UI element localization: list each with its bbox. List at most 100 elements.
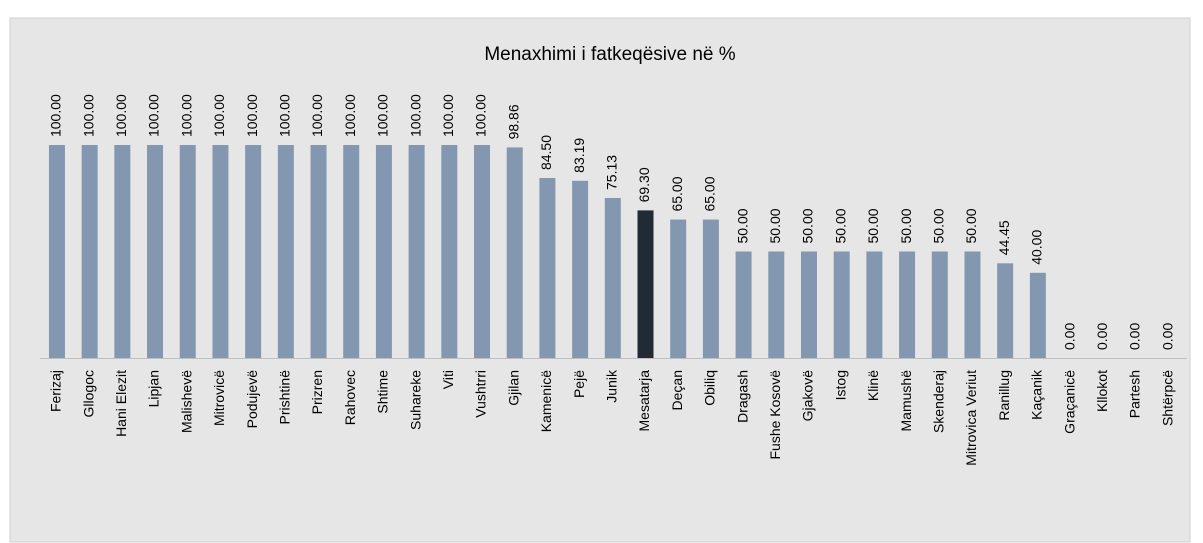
value-label: 0.00 [1127, 323, 1143, 350]
x-tick-label: Partesh [1127, 370, 1143, 418]
value-label: 50.00 [898, 208, 914, 243]
value-label: 65.00 [669, 176, 685, 211]
value-label: 100.00 [473, 94, 489, 137]
bar [997, 263, 1014, 358]
value-label: 50.00 [865, 208, 881, 243]
bar [81, 145, 98, 358]
x-tick-label: Suhareke [407, 370, 423, 430]
x-tick-label: Fushe Kosovë [767, 370, 783, 460]
value-label: 50.00 [832, 208, 848, 243]
bar [212, 145, 229, 358]
bar [179, 145, 196, 358]
bar [474, 145, 491, 358]
bar [375, 145, 392, 358]
bar [833, 251, 850, 358]
value-label: 0.00 [1061, 323, 1077, 350]
value-label: 100.00 [178, 94, 194, 137]
x-tick-label: Istog [832, 370, 848, 400]
x-tick-label: Vushtrri [473, 370, 489, 418]
value-label: 100.00 [146, 94, 162, 137]
value-label: 0.00 [1159, 323, 1175, 350]
bar [702, 219, 719, 358]
value-label: 50.00 [963, 208, 979, 243]
value-label: 98.86 [505, 104, 521, 139]
bar [441, 145, 458, 358]
value-label: 69.30 [636, 167, 652, 202]
bar [572, 180, 589, 358]
bar [768, 251, 785, 358]
x-tick-label: Dragash [734, 370, 750, 423]
x-tick-label: Mesatarja [636, 370, 652, 432]
value-label: 40.00 [1029, 230, 1045, 265]
bar [245, 145, 262, 358]
x-tick-label: Klinë [865, 370, 881, 401]
bar [899, 251, 916, 358]
x-tick-label: Prizren [309, 370, 325, 414]
bar [539, 178, 556, 358]
value-label: 100.00 [48, 94, 64, 137]
x-tick-label: Hani Elezit [113, 370, 129, 437]
x-tick-label: Mamushë [898, 370, 914, 432]
bar [114, 145, 131, 358]
bar [506, 147, 523, 358]
value-label: 83.19 [571, 138, 587, 173]
value-label: 100.00 [440, 94, 456, 137]
value-label: 65.00 [702, 176, 718, 211]
bar [637, 210, 654, 358]
bar [343, 145, 360, 358]
x-tick-label: Gjilan [505, 370, 521, 406]
x-tick-label: Kllokot [1094, 370, 1110, 412]
x-tick-label: Shtime [375, 370, 391, 414]
x-tick-label: Mitrovicë [211, 370, 227, 426]
value-label: 100.00 [309, 94, 325, 137]
bar [277, 145, 294, 358]
x-tick-label: Graçanicë [1061, 370, 1077, 434]
value-label: 44.45 [996, 220, 1012, 255]
x-tick-label: Prishtinë [277, 370, 293, 425]
bar [670, 219, 687, 358]
x-tick-label: Junik [604, 369, 620, 403]
value-label: 50.00 [930, 208, 946, 243]
x-tick-label: Kamenicë [538, 370, 554, 432]
x-tick-label: Skenderaj [930, 370, 946, 433]
x-tick-label: Shtërpcë [1159, 370, 1175, 426]
x-tick-label: Gllogoc [80, 370, 96, 417]
bar [408, 145, 425, 358]
value-label: 0.00 [1094, 323, 1110, 350]
bar [1029, 272, 1046, 358]
x-tick-label: Ferizaj [48, 370, 64, 412]
value-label: 84.50 [538, 135, 554, 170]
value-label: 100.00 [277, 94, 293, 137]
x-tick-label: Kaçanik [1029, 369, 1045, 420]
bar [931, 251, 948, 358]
x-tick-label: Lipjan [146, 370, 162, 407]
bar [310, 145, 327, 358]
x-tick-label: Rahovec [342, 370, 358, 425]
bar [964, 251, 981, 358]
value-label: 100.00 [211, 94, 227, 137]
x-tick-label: Gjakovë [800, 370, 816, 422]
x-tick-label: Deçan [669, 370, 685, 410]
bar [866, 251, 883, 358]
value-label: 50.00 [767, 208, 783, 243]
x-tick-label: Pejë [571, 370, 587, 398]
bar [604, 197, 621, 358]
value-label: 50.00 [734, 208, 750, 243]
value-label: 100.00 [244, 94, 260, 137]
chart-title: Menaxhimi i fatkeqësive në % [484, 44, 735, 65]
chart-area [9, 17, 1191, 543]
value-label: 100.00 [407, 94, 423, 137]
value-label: 100.00 [375, 94, 391, 137]
x-tick-label: Ranillug [996, 370, 1012, 421]
x-tick-label: Malishevë [178, 370, 194, 433]
x-tick-label: Mitrovica Veriut [963, 370, 979, 466]
value-label: 75.13 [604, 155, 620, 190]
value-label: 100.00 [342, 94, 358, 137]
x-tick-label: Viti [440, 370, 456, 389]
bar [735, 251, 752, 358]
bar [147, 145, 164, 358]
bar [800, 251, 817, 358]
x-tick-label: Obiliq [702, 370, 718, 406]
